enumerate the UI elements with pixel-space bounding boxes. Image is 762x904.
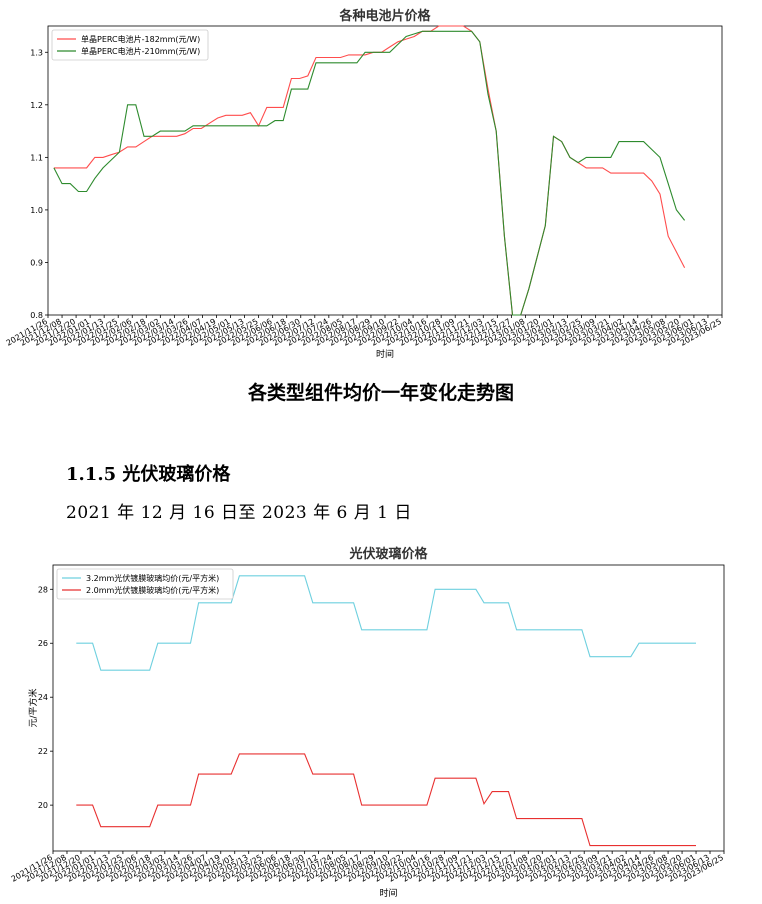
chart1-legend-box — [51, 29, 209, 61]
chart2-ylabel: 元/平方米 — [27, 688, 39, 727]
chart2-ytick-label: 28 — [38, 585, 48, 594]
chart1-ytick-label: 1.0 — [30, 206, 43, 215]
chart2-ytick-label: 20 — [38, 801, 48, 810]
chart2-series-2-line — [76, 753, 696, 847]
chart2-xlabel: 时间 — [379, 887, 397, 899]
chart1-ytick-label: 0.9 — [30, 258, 43, 267]
chart2-ytick-label: 22 — [38, 747, 48, 756]
chart1-legend: 单晶PERC电池片-182mm(元/W) 单晶PERC电池片-210mm(元/W) — [51, 29, 209, 61]
chart1-ytick-label: 1.3 — [30, 48, 43, 57]
chart2-legend-entry: 2.0mm光伏镀膜玻璃均价(元/平方米) — [86, 585, 219, 595]
chart1-legend-entry: 单晶PERC电池片-182mm(元/W) — [81, 34, 200, 44]
date-range-text: 2021 年 12 月 16 日至 2023 年 6 月 1 日 — [66, 503, 412, 523]
chart2-title: 光伏玻璃价格 — [348, 546, 428, 562]
section-heading: 1.1.5 光伏玻璃价格 — [66, 464, 231, 485]
chart2-series-1-line — [76, 575, 696, 671]
chart2-ytick-label: 26 — [38, 639, 48, 648]
figure-caption: 各类型组件均价一年变化走势图 — [247, 382, 514, 404]
chart1-title: 各种电池片价格 — [338, 8, 431, 24]
chart2-legend-entry: 3.2mm光伏镀膜玻璃均价(元/平方米) — [86, 573, 219, 583]
chart1-ytick-label: 0.8 — [30, 311, 43, 320]
pv-glass-price-chart: 光伏玻璃价格20222426282021/11/262021/12/082021… — [10, 546, 725, 899]
chart2-ytick-label: 24 — [38, 693, 48, 702]
chart1-legend-entry: 单晶PERC电池片-210mm(元/W) — [81, 46, 200, 56]
chart1-series-1-line — [53, 25, 686, 316]
chart1-xlabel: 时间 — [376, 348, 394, 360]
chart2-legend: 3.2mm光伏镀膜玻璃均价(元/平方米) 2.0mm光伏镀膜玻璃均价(元/平方米) — [56, 568, 234, 600]
chart2-legend-box — [56, 568, 234, 600]
chart1-ytick-label: 1.1 — [30, 153, 43, 162]
chart1-series-2-line — [53, 30, 686, 316]
cell-price-chart: 各种电池片价格0.80.91.01.11.21.32021/11/262021/… — [5, 8, 723, 360]
chart1-plot-frame — [47, 25, 723, 316]
chart1-ytick-label: 1.2 — [30, 101, 43, 110]
chart2-plot-frame — [52, 564, 725, 852]
